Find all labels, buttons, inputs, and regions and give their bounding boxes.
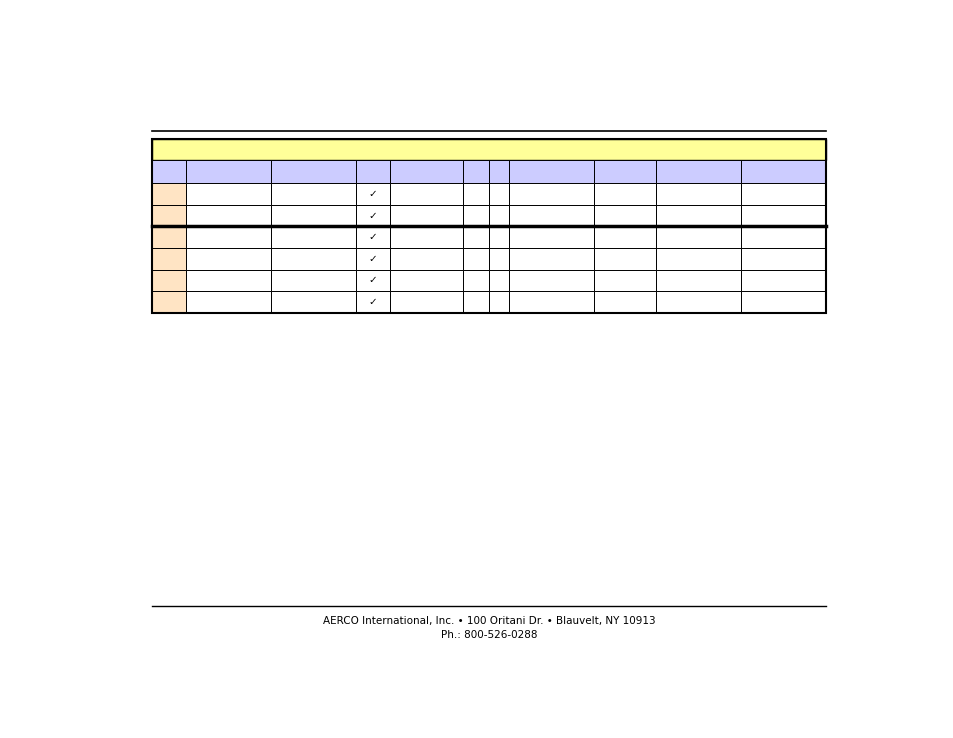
Bar — [488, 183, 508, 205]
Bar — [656, 205, 740, 227]
Text: ✓: ✓ — [368, 210, 376, 221]
Bar — [355, 291, 390, 313]
Text: ✓: ✓ — [368, 297, 376, 307]
Bar — [186, 183, 271, 205]
Bar — [656, 183, 740, 205]
Bar — [740, 160, 825, 183]
Text: ✓: ✓ — [368, 232, 376, 242]
Bar — [186, 227, 271, 248]
Bar — [740, 183, 825, 205]
Text: ✓: ✓ — [368, 189, 376, 199]
Bar — [463, 269, 488, 291]
Bar — [656, 291, 740, 313]
Bar — [656, 227, 740, 248]
Bar — [186, 269, 271, 291]
Bar — [593, 160, 656, 183]
Bar — [152, 248, 186, 269]
Bar — [152, 160, 186, 183]
Bar — [463, 227, 488, 248]
Bar — [271, 269, 355, 291]
Bar — [271, 183, 355, 205]
Bar — [508, 160, 593, 183]
Bar — [355, 160, 390, 183]
Bar — [152, 139, 825, 313]
Bar — [463, 183, 488, 205]
Bar — [390, 248, 463, 269]
Bar — [355, 183, 390, 205]
Bar — [740, 205, 825, 227]
Bar — [390, 160, 463, 183]
Bar — [488, 227, 508, 248]
Bar — [355, 269, 390, 291]
Text: Ph.: 800-526-0288: Ph.: 800-526-0288 — [440, 630, 537, 641]
Bar — [593, 183, 656, 205]
Bar — [463, 160, 488, 183]
Bar — [593, 205, 656, 227]
Bar — [488, 205, 508, 227]
Bar — [390, 269, 463, 291]
Bar — [152, 291, 186, 313]
Bar — [355, 205, 390, 227]
Bar — [508, 183, 593, 205]
Bar — [656, 160, 740, 183]
Text: AERCO International, Inc. • 100 Oritani Dr. • Blauvelt, NY 10913: AERCO International, Inc. • 100 Oritani … — [322, 616, 655, 627]
Bar — [488, 269, 508, 291]
Bar — [740, 269, 825, 291]
Bar — [271, 227, 355, 248]
Bar — [271, 205, 355, 227]
Bar — [508, 269, 593, 291]
Bar — [463, 205, 488, 227]
Bar — [740, 248, 825, 269]
Bar — [463, 248, 488, 269]
Bar — [740, 291, 825, 313]
Bar — [271, 291, 355, 313]
Bar — [390, 227, 463, 248]
Bar — [152, 205, 186, 227]
Bar — [152, 269, 186, 291]
Bar — [488, 248, 508, 269]
Bar — [152, 139, 825, 160]
Bar — [508, 227, 593, 248]
Bar — [656, 269, 740, 291]
Bar — [355, 227, 390, 248]
Bar — [186, 160, 271, 183]
Bar — [508, 291, 593, 313]
Bar — [390, 183, 463, 205]
Bar — [152, 183, 186, 205]
Bar — [355, 248, 390, 269]
Bar — [593, 227, 656, 248]
Bar — [152, 227, 186, 248]
Bar — [186, 205, 271, 227]
Bar — [488, 291, 508, 313]
Bar — [593, 269, 656, 291]
Bar — [390, 205, 463, 227]
Bar — [740, 227, 825, 248]
Bar — [593, 248, 656, 269]
Bar — [390, 291, 463, 313]
Text: ✓: ✓ — [368, 254, 376, 263]
Bar — [656, 248, 740, 269]
Bar — [488, 160, 508, 183]
Bar — [463, 291, 488, 313]
Bar — [186, 291, 271, 313]
Bar — [186, 248, 271, 269]
Bar — [271, 160, 355, 183]
Text: ✓: ✓ — [368, 275, 376, 286]
Bar — [508, 248, 593, 269]
Bar — [508, 205, 593, 227]
Bar — [593, 291, 656, 313]
Bar — [271, 248, 355, 269]
